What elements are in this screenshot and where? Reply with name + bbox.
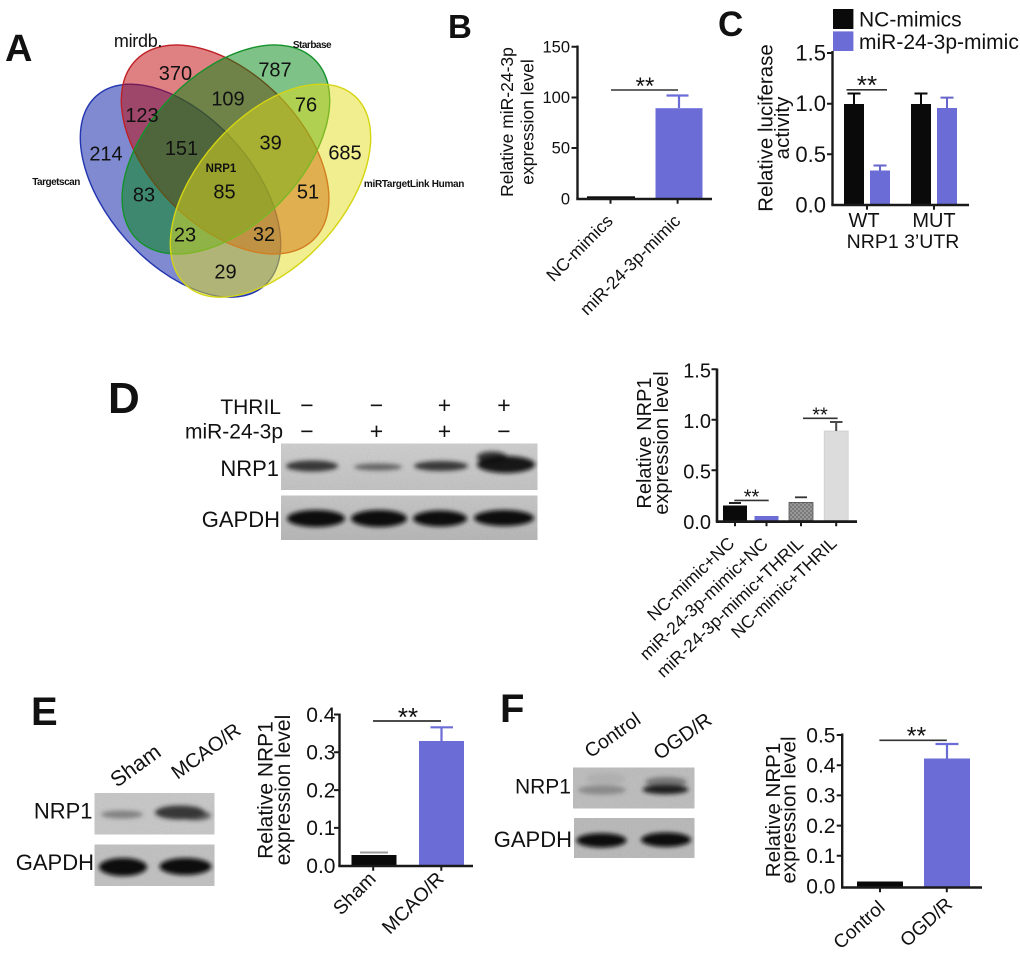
svg-text:OGD/R: OGD/R xyxy=(897,894,957,951)
svg-text:Starbase: Starbase xyxy=(293,40,332,51)
svg-text:**: ** xyxy=(398,702,418,732)
svg-text:0.5: 0.5 xyxy=(683,462,711,484)
svg-text:**: ** xyxy=(907,723,927,751)
svg-text:A: A xyxy=(5,28,32,70)
svg-text:151: 151 xyxy=(165,138,198,160)
svg-text:GAPDH: GAPDH xyxy=(16,850,94,875)
svg-text:**: ** xyxy=(812,405,828,427)
svg-text:expression level: expression level xyxy=(518,59,538,184)
svg-text:0.0: 0.0 xyxy=(795,193,826,218)
svg-text:1.0: 1.0 xyxy=(795,91,826,116)
svg-text:**: ** xyxy=(636,73,655,100)
svg-text:expression level: expression level xyxy=(778,737,801,884)
svg-text:OGD/R: OGD/R xyxy=(650,709,716,765)
svg-text:**: ** xyxy=(744,487,760,509)
svg-text:NRP1: NRP1 xyxy=(515,776,571,799)
svg-text:GAPDH: GAPDH xyxy=(202,507,280,532)
svg-text:83: 83 xyxy=(133,185,155,207)
svg-text:1.5: 1.5 xyxy=(795,41,826,66)
svg-text:0.0: 0.0 xyxy=(306,855,335,878)
svg-text:123: 123 xyxy=(125,105,158,127)
svg-text:activity: activity xyxy=(771,96,794,159)
svg-text:85: 85 xyxy=(213,182,235,204)
svg-text:0.1: 0.1 xyxy=(306,817,335,840)
svg-text:miR-24-3p-mimic: miR-24-3p-mimic xyxy=(859,31,1019,54)
svg-text:NRP1: NRP1 xyxy=(206,163,237,175)
svg-text:Sham: Sham xyxy=(329,868,381,920)
svg-text:0.0: 0.0 xyxy=(683,512,711,534)
svg-text:Targetscan: Targetscan xyxy=(32,177,80,188)
svg-text:miRTargetLink Human: miRTargetLink Human xyxy=(364,179,464,190)
svg-text:150: 150 xyxy=(542,38,570,56)
svg-text:NRP1: NRP1 xyxy=(34,799,93,824)
svg-text:Relative NRP1: Relative NRP1 xyxy=(634,377,656,508)
svg-text:Relative NRP1: Relative NRP1 xyxy=(255,721,278,859)
svg-text:0.5: 0.5 xyxy=(806,724,835,747)
svg-text:NRP1 3’UTR: NRP1 3’UTR xyxy=(847,231,960,253)
svg-text:370: 370 xyxy=(159,63,192,85)
svg-text:NC-mimics: NC-mimics xyxy=(859,9,962,32)
svg-text:1.5: 1.5 xyxy=(683,361,711,383)
svg-text:0: 0 xyxy=(561,191,570,209)
svg-text:39: 39 xyxy=(259,133,281,155)
svg-text:109: 109 xyxy=(211,89,244,111)
svg-text:Relative miR-24-3p: Relative miR-24-3p xyxy=(497,47,517,197)
svg-text:miR-24-3p-mimic+THRIL: miR-24-3p-mimic+THRIL xyxy=(653,533,808,681)
svg-text:51: 51 xyxy=(297,182,319,204)
svg-text:76: 76 xyxy=(295,95,317,117)
svg-text:0.4: 0.4 xyxy=(306,704,336,727)
svg-text:−: − xyxy=(370,392,383,418)
svg-text:Control: Control xyxy=(581,709,645,763)
svg-text:MCAO/R: MCAO/R xyxy=(378,868,449,939)
svg-text:0.4: 0.4 xyxy=(806,755,836,778)
svg-text:214: 214 xyxy=(89,144,122,166)
svg-text:23: 23 xyxy=(174,225,196,247)
svg-text:1.0: 1.0 xyxy=(683,411,711,433)
svg-text:Relative NRP1: Relative NRP1 xyxy=(762,743,785,877)
svg-text:50: 50 xyxy=(552,140,570,158)
svg-text:685: 685 xyxy=(328,143,361,165)
svg-text:−: − xyxy=(300,418,313,444)
svg-text:**: ** xyxy=(857,70,877,100)
svg-text:0.3: 0.3 xyxy=(306,742,335,765)
svg-text:100: 100 xyxy=(542,89,570,107)
svg-text:MCAO/R: MCAO/R xyxy=(168,719,246,784)
svg-text:Relative luciferase: Relative luciferase xyxy=(755,44,778,212)
svg-text:C: C xyxy=(718,5,743,44)
svg-text:787: 787 xyxy=(258,60,291,82)
svg-text:F: F xyxy=(500,687,524,731)
svg-text:miR-24-3p: miR-24-3p xyxy=(185,421,283,444)
svg-text:0.1: 0.1 xyxy=(806,845,835,868)
svg-text:0.0: 0.0 xyxy=(806,875,835,898)
svg-text:−: − xyxy=(300,392,313,418)
svg-text:0.5: 0.5 xyxy=(795,142,826,167)
svg-text:+: + xyxy=(370,418,383,444)
svg-text:MUT: MUT xyxy=(912,210,955,232)
svg-text:E: E xyxy=(31,690,58,734)
svg-text:+: + xyxy=(497,392,510,418)
svg-text:expression level: expression level xyxy=(272,715,295,866)
svg-text:32: 32 xyxy=(253,224,275,246)
svg-text:−: − xyxy=(497,418,510,444)
svg-text:0.2: 0.2 xyxy=(306,779,335,802)
svg-text:mirdb.: mirdb. xyxy=(114,31,162,51)
svg-text:GAPDH: GAPDH xyxy=(494,827,572,852)
svg-text:B: B xyxy=(448,8,472,45)
svg-text:Sham: Sham xyxy=(106,740,166,792)
svg-text:+: + xyxy=(438,418,451,444)
svg-text:THRIL: THRIL xyxy=(220,396,281,419)
svg-text:WT: WT xyxy=(848,210,879,232)
svg-text:0.3: 0.3 xyxy=(806,785,835,808)
svg-text:29: 29 xyxy=(214,262,236,284)
svg-text:expression level: expression level xyxy=(651,371,673,514)
svg-text:Control: Control xyxy=(830,897,890,954)
svg-text:+: + xyxy=(438,392,451,418)
svg-text:D: D xyxy=(108,374,140,423)
svg-text:NRP1: NRP1 xyxy=(220,456,279,481)
svg-text:0.2: 0.2 xyxy=(806,815,835,838)
